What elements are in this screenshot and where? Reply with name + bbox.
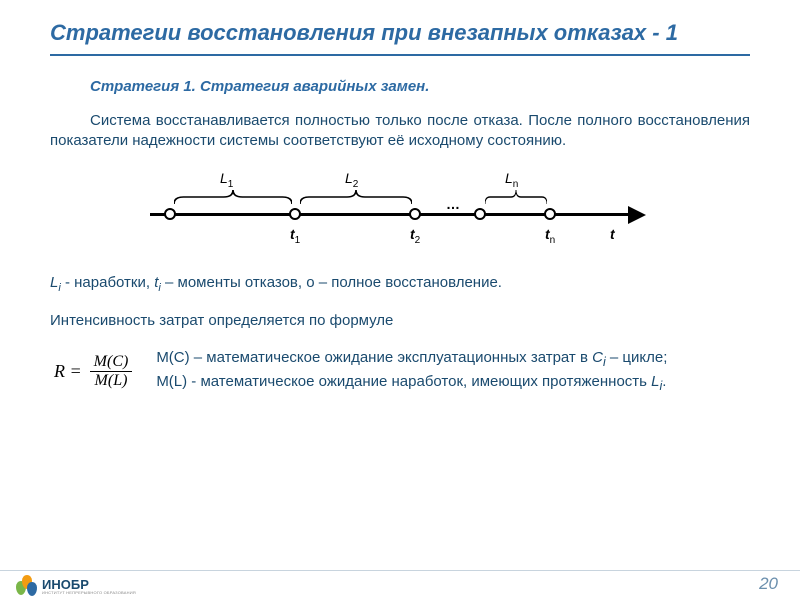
page-title: Стратегии восстановления при внезапных о… <box>50 20 750 46</box>
logo-mark <box>16 575 38 597</box>
title-underline <box>50 54 750 56</box>
logo-text: ИНОБР <box>42 578 136 591</box>
axis-line <box>150 213 630 216</box>
timeline-node <box>289 208 301 220</box>
diagram-legend: Li - наработки, ti – моменты отказов, о … <box>50 274 750 294</box>
logo-subtext: ИНСТИТУТ НЕПРЕРЫВНОГО ОБРАЗОВАНИЯ <box>42 591 136 595</box>
t-label: t2 <box>410 226 420 246</box>
logo-drop-3 <box>27 582 37 596</box>
formula-denominator: M(L) <box>91 372 132 390</box>
strategy-description: Система восстанавливается полностью толь… <box>50 111 750 152</box>
formula: R = M(C) M(L) <box>50 353 132 390</box>
axis-arrowhead <box>628 206 646 224</box>
timeline-node <box>164 208 176 220</box>
strategy-subtitle: Стратегия 1. Стратегия аварийных замен. <box>90 78 750 95</box>
formula-definitions: M(C) – математическое ожидание эксплуата… <box>156 347 750 396</box>
formula-fraction: M(C) M(L) <box>90 353 133 390</box>
formula-row: R = M(C) M(L) M(C) – математическое ожид… <box>50 347 750 396</box>
brace <box>174 190 292 204</box>
logo: ИНОБР ИНСТИТУТ НЕПРЕРЫВНОГО ОБРАЗОВАНИЯ <box>16 575 136 597</box>
timeline-node <box>544 208 556 220</box>
t-label: tn <box>545 226 555 246</box>
formula-numerator: M(C) <box>90 353 133 372</box>
brace-label: Ln <box>505 170 518 190</box>
slide-footer: ИНОБР ИНСТИТУТ НЕПРЕРЫВНОГО ОБРАЗОВАНИЯ … <box>0 570 800 600</box>
intensity-text: Интенсивность затрат определяется по фор… <box>50 312 750 329</box>
ellipsis: … <box>446 196 460 212</box>
brace <box>485 190 547 204</box>
timeline-diagram: L1 L2 Ln … t1 t2 tn t <box>150 168 650 258</box>
page-number: 20 <box>759 574 778 594</box>
brace-label: L1 <box>220 170 233 190</box>
timeline-node <box>409 208 421 220</box>
brace-label: L2 <box>345 170 358 190</box>
t-label: t1 <box>290 226 300 246</box>
axis-label: t <box>610 226 615 242</box>
brace <box>300 190 412 204</box>
timeline-node <box>474 208 486 220</box>
formula-lhs: R = <box>54 361 82 382</box>
